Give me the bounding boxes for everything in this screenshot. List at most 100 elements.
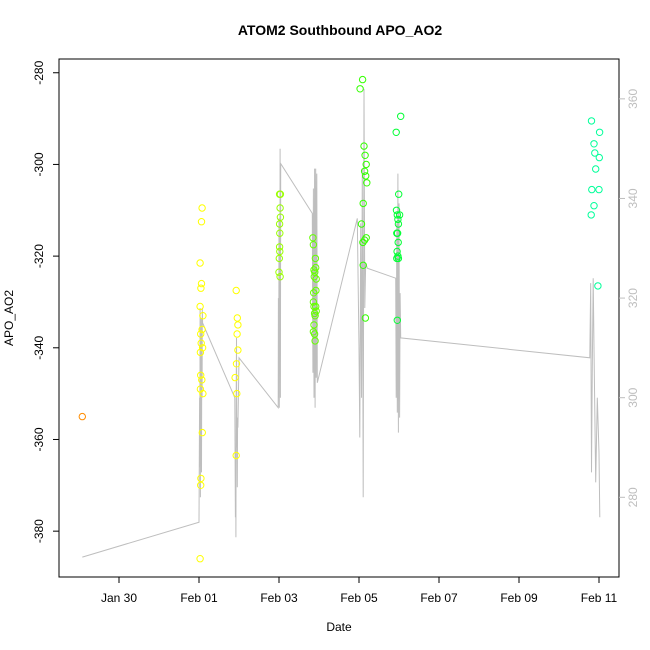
data-point (595, 153, 603, 162)
data-point (276, 273, 284, 281)
data-point (234, 321, 242, 329)
x-tick-label: Feb 05 (340, 591, 378, 605)
data-point (196, 555, 204, 563)
data-point (310, 289, 318, 297)
data-point (232, 360, 241, 368)
data-point (312, 275, 320, 283)
data-point (590, 202, 598, 210)
data-point (587, 117, 596, 125)
data-point (276, 247, 284, 256)
data-point (360, 142, 368, 150)
x-axis: Jan 30 Feb 01 Feb 03 Feb 05 Feb 07 Feb 09 Feb … (101, 577, 618, 605)
data-point (587, 211, 595, 219)
data-point (276, 229, 284, 237)
data-point (233, 314, 242, 322)
data-point (393, 254, 401, 263)
x-tick-label: Feb 07 (420, 591, 458, 605)
data-point (394, 220, 403, 228)
data-point (275, 243, 284, 251)
data-point (393, 247, 401, 256)
data-point (233, 389, 241, 398)
data-point (198, 428, 207, 437)
data-point (311, 254, 320, 263)
data-point (397, 112, 405, 121)
data-point (362, 234, 370, 242)
y-tick-label: -280 (32, 60, 46, 84)
y-tick-label: -300 (32, 152, 46, 176)
data-point (234, 346, 242, 354)
data-point (197, 284, 205, 292)
data-point (309, 234, 317, 242)
data-point (595, 128, 604, 137)
data-point (360, 236, 369, 244)
data-point (392, 128, 400, 137)
data-point (312, 286, 320, 295)
y-axis-label: APO_AO2 (2, 290, 16, 346)
data-point (312, 263, 320, 272)
data-point (233, 330, 241, 338)
y2-tick-label: 340 (626, 188, 640, 208)
y2-tick-label: 360 (626, 89, 640, 109)
data-point (196, 348, 205, 357)
data-point (595, 185, 603, 194)
data-point (588, 185, 596, 194)
y-tick-label: -320 (32, 244, 46, 268)
data-point (393, 316, 401, 324)
data-point (594, 282, 602, 290)
y2-tick-label: 280 (626, 487, 640, 507)
data-point (310, 273, 318, 281)
x-axis-label: Date (326, 620, 352, 634)
data-point (362, 160, 370, 169)
data-point (395, 190, 403, 198)
data-point (276, 213, 285, 221)
x-tick-label: Feb 09 (500, 591, 538, 605)
y2-tick-label: 320 (626, 288, 640, 308)
data-point (394, 215, 402, 224)
data-point (312, 302, 320, 311)
data-point (311, 268, 319, 276)
data-point (309, 328, 318, 336)
data-point (199, 312, 207, 320)
data-point (394, 238, 402, 247)
data-point (198, 344, 207, 352)
y-tick-label: -340 (32, 335, 46, 359)
x-tick-label: Feb 01 (180, 591, 218, 605)
data-point (362, 172, 370, 180)
x-tick-label: Feb 11 (581, 591, 618, 605)
data-point (357, 220, 366, 228)
data-point (393, 211, 401, 219)
right-axis-series (82, 88, 601, 558)
x-tick-label: Jan 30 (101, 591, 137, 605)
data-point (310, 321, 318, 329)
data-point (232, 451, 240, 460)
data-point (395, 211, 404, 219)
data-point (359, 261, 367, 269)
data-point (361, 151, 369, 160)
plot-frame (58, 58, 620, 578)
scatter-points (78, 75, 604, 563)
data-point (590, 140, 598, 148)
data-point (196, 259, 204, 267)
data-point (78, 412, 87, 421)
data-point (358, 75, 367, 84)
data-point (197, 339, 205, 347)
data-point (311, 337, 319, 345)
data-point (276, 190, 285, 198)
data-point (197, 371, 205, 379)
data-point (275, 268, 283, 276)
data-point (360, 167, 369, 176)
data-point (361, 314, 370, 322)
data-point (311, 312, 319, 320)
data-point (276, 204, 284, 212)
data-point (309, 298, 318, 306)
y2-axis: 280 300 320 340 360 (619, 89, 640, 507)
data-point (197, 481, 205, 489)
data-point (356, 85, 364, 93)
data-point (198, 204, 206, 212)
data-point (312, 307, 320, 315)
right-axis-line (82, 88, 601, 558)
data-point (197, 330, 205, 338)
data-point (197, 279, 206, 288)
y-tick-label: -360 (32, 427, 46, 451)
